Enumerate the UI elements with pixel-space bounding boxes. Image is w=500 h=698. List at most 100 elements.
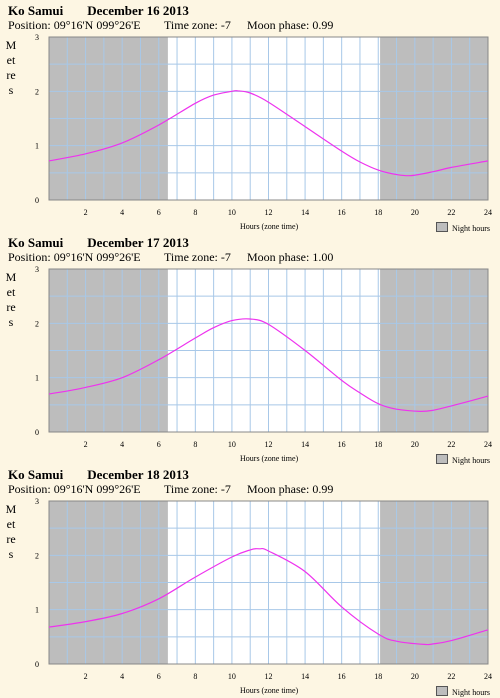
x-tick-label: 6: [157, 208, 161, 217]
legend: Night hours: [436, 454, 490, 465]
x-tick-label: 6: [157, 440, 161, 449]
x-tick-label: 4: [120, 208, 124, 217]
x-tick-label: 22: [447, 440, 455, 449]
timezone-value: -7: [220, 18, 231, 32]
timezone-value: -7: [220, 482, 231, 496]
y-tick-label: 0: [35, 660, 39, 669]
y-tick-label: 1: [35, 606, 39, 615]
y-tick-label: 1: [35, 374, 39, 383]
place-name: Ko Samui: [8, 3, 64, 18]
place-name: Ko Samui: [8, 467, 64, 482]
x-tick-label: 10: [228, 672, 236, 681]
x-axis-label: Hours (zone time): [240, 454, 299, 463]
timezone-info: Time zone: -7: [164, 250, 231, 265]
x-tick-label: 16: [338, 440, 346, 449]
x-tick-label: 16: [338, 672, 346, 681]
x-tick-label: 18: [374, 440, 382, 449]
x-tick-label: 18: [374, 672, 382, 681]
legend-label: Night hours: [452, 224, 490, 233]
x-tick-label: 18: [374, 208, 382, 217]
moon-phase-info: Moon phase: 0.99: [247, 482, 333, 497]
tide-panel: Ko Samui December 16 2013 Position: 09°16…: [0, 0, 500, 233]
x-tick-label: 12: [265, 440, 273, 449]
plot-frame: [48, 36, 489, 201]
x-tick-label: 22: [447, 208, 455, 217]
x-tick-label: 22: [447, 672, 455, 681]
position-value: 09°16'N 099°26'E: [53, 250, 141, 264]
y-tick-label: 2: [35, 87, 39, 96]
moon-phase-value: 0.99: [312, 18, 334, 32]
position-label: Position:: [8, 482, 51, 496]
timezone-info: Time zone: -7: [164, 482, 231, 497]
legend: Night hours: [436, 222, 490, 233]
x-tick-label: 14: [301, 672, 309, 681]
x-tick-label: 6: [157, 672, 161, 681]
night-swatch: [436, 686, 448, 696]
x-tick-label: 24: [484, 208, 492, 217]
position-label: Position:: [8, 250, 51, 264]
position-label: Position:: [8, 18, 51, 32]
moon-phase-label: Moon phase:: [247, 482, 310, 496]
panel-info: Position: 09°16'N 099°26'E Time zone: -7…: [8, 250, 333, 265]
x-axis-label: Hours (zone time): [240, 222, 299, 231]
x-tick-label: 8: [193, 672, 197, 681]
plot-frame: [48, 268, 489, 433]
y-tick-label: 2: [35, 319, 39, 328]
y-axis-label: Metres: [5, 502, 17, 561]
tide-panel: Ko Samui December 18 2013 Position: 09°16…: [0, 464, 500, 697]
x-tick-label: 14: [301, 440, 309, 449]
panel-title: Ko Samui December 16 2013: [8, 3, 189, 19]
x-tick-label: 20: [411, 440, 419, 449]
x-tick-label: 24: [484, 672, 492, 681]
x-tick-label: 12: [265, 208, 273, 217]
y-tick-label: 0: [35, 196, 39, 205]
timezone-label: Time zone:: [164, 482, 218, 496]
panel-info: Position: 09°16'N 099°26'E Time zone: -7…: [8, 18, 333, 33]
y-axis-label: Metres: [5, 38, 17, 97]
moon-phase-value: 0.99: [312, 482, 334, 496]
timezone-label: Time zone:: [164, 18, 218, 32]
x-tick-label: 4: [120, 672, 124, 681]
x-tick-label: 2: [84, 208, 88, 217]
tide-panel: Ko Samui December 17 2013 Position: 09°16…: [0, 232, 500, 465]
x-tick-label: 14: [301, 208, 309, 217]
x-tick-label: 2: [84, 440, 88, 449]
tide-curve: [48, 318, 489, 413]
x-tick-label: 20: [411, 208, 419, 217]
panel-date: December 17 2013: [87, 235, 189, 250]
x-tick-label: 2: [84, 672, 88, 681]
x-tick-label: 24: [484, 440, 492, 449]
y-tick-label: 2: [35, 551, 39, 560]
moon-phase-value: 1.00: [312, 250, 334, 264]
position-value: 09°16'N 099°26'E: [53, 18, 141, 32]
moon-phase-info: Moon phase: 1.00: [247, 250, 333, 265]
panel-date: December 18 2013: [87, 467, 189, 482]
panel-title: Ko Samui December 17 2013: [8, 235, 189, 251]
x-tick-label: 12: [265, 672, 273, 681]
y-tick-label: 1: [35, 142, 39, 151]
moon-phase-label: Moon phase:: [247, 250, 310, 264]
tide-curve: [48, 90, 489, 177]
panel-info: Position: 09°16'N 099°26'E Time zone: -7…: [8, 482, 333, 497]
panel-date: December 16 2013: [87, 3, 189, 18]
tide-curve: [48, 547, 489, 646]
y-tick-label: 3: [35, 497, 39, 506]
night-swatch: [436, 222, 448, 232]
y-tick-label: 3: [35, 265, 39, 274]
moon-phase-info: Moon phase: 0.99: [247, 18, 333, 33]
x-tick-label: 8: [193, 440, 197, 449]
timezone-label: Time zone:: [164, 250, 218, 264]
x-tick-label: 8: [193, 208, 197, 217]
moon-phase-label: Moon phase:: [247, 18, 310, 32]
position-value: 09°16'N 099°26'E: [53, 482, 141, 496]
x-tick-label: 4: [120, 440, 124, 449]
x-tick-label: 20: [411, 672, 419, 681]
x-tick-label: 10: [228, 208, 236, 217]
legend-label: Night hours: [452, 456, 490, 465]
timezone-info: Time zone: -7: [164, 18, 231, 33]
legend: Night hours: [436, 686, 490, 697]
legend-label: Night hours: [452, 688, 490, 697]
